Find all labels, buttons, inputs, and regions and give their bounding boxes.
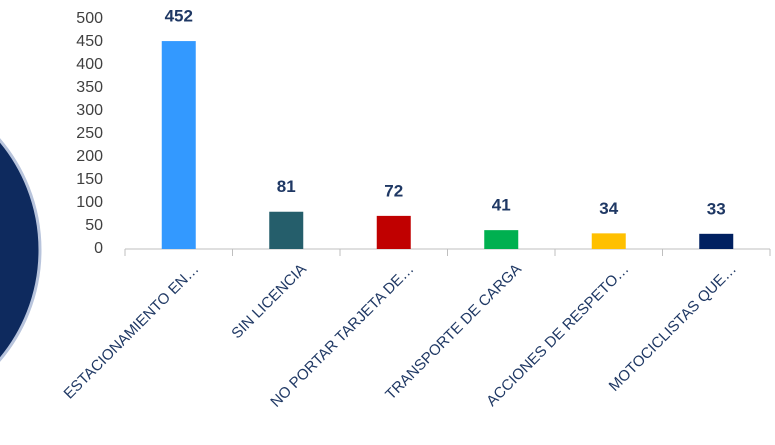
x-tick-label: MOTOCICLISTAS QUE… xyxy=(606,261,740,395)
value-label: 81 xyxy=(277,177,296,196)
bar xyxy=(484,230,519,249)
bar xyxy=(699,233,734,249)
y-tick-label: 300 xyxy=(76,102,103,119)
bar xyxy=(161,41,196,249)
y-tick-label: 250 xyxy=(76,125,103,142)
y-tick-label: 450 xyxy=(76,33,103,50)
y-tick-label: 100 xyxy=(76,194,103,211)
bar xyxy=(591,233,626,249)
y-tick-label: 50 xyxy=(85,217,103,234)
y-tick-label: 0 xyxy=(94,240,103,257)
y-tick-label: 500 xyxy=(76,10,103,27)
value-label: 34 xyxy=(599,199,618,218)
x-tick-label: SIN LICENCIA xyxy=(228,261,310,343)
value-label: 452 xyxy=(165,7,193,26)
y-tick-label: 350 xyxy=(76,79,103,96)
y-tick-label: 150 xyxy=(76,171,103,188)
bar xyxy=(269,211,304,249)
value-label: 41 xyxy=(492,196,511,215)
value-label: 33 xyxy=(707,199,726,218)
y-tick-label: 400 xyxy=(76,56,103,73)
value-label: 72 xyxy=(384,181,403,200)
y-tick-label: 200 xyxy=(76,148,103,165)
bar xyxy=(376,215,411,249)
x-tick-label: ESTACIONAMIENTO EN… xyxy=(61,261,203,403)
decoration-circle xyxy=(0,138,42,362)
